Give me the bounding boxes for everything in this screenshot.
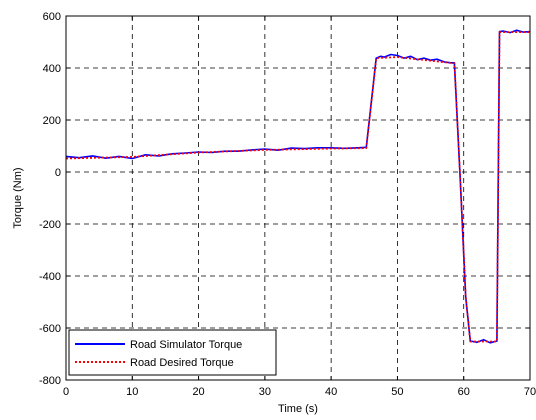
- plot-area: [66, 16, 530, 380]
- y-tick-label: 400: [43, 63, 61, 75]
- series-lines: [65, 29, 531, 344]
- x-tick-label: 70: [524, 386, 536, 398]
- x-tick-label: 10: [126, 386, 138, 398]
- series-desired-line: [65, 31, 530, 343]
- legend-label-simulator: Road Simulator Torque: [130, 339, 242, 351]
- x-axis-label: Time (s): [278, 403, 318, 415]
- x-tick-label: 40: [325, 386, 337, 398]
- tick-labels: 0 10 20 30 40 50 60 70 -800 -600 -400 -200 0 200 400 60…: [39, 11, 536, 398]
- y-axis-label: Torque (Nm): [12, 167, 24, 228]
- legend: Road Simulator Torque Road Desired Torqu…: [68, 329, 277, 376]
- y-tick-label: -400: [39, 271, 61, 283]
- y-tick-label: -600: [39, 323, 61, 335]
- y-tick-label: -200: [39, 219, 61, 231]
- y-tick-label: 0: [55, 167, 61, 179]
- x-tick-label: 30: [259, 386, 271, 398]
- x-tick-label: 50: [391, 386, 403, 398]
- y-tick-label: -800: [39, 375, 61, 387]
- legend-label-desired: Road Desired Torque: [130, 357, 234, 369]
- plot-frame: [65, 15, 531, 381]
- y-tick-label: 600: [43, 11, 61, 23]
- tick-marks: [65, 15, 531, 381]
- grid-lines: [66, 16, 530, 380]
- x-tick-label: 20: [192, 386, 204, 398]
- y-tick-label: 200: [43, 115, 61, 127]
- x-tick-label: 0: [63, 386, 69, 398]
- series-simulator-line: [65, 29, 531, 344]
- legend-box: [68, 329, 277, 376]
- x-tick-label: 60: [458, 386, 470, 398]
